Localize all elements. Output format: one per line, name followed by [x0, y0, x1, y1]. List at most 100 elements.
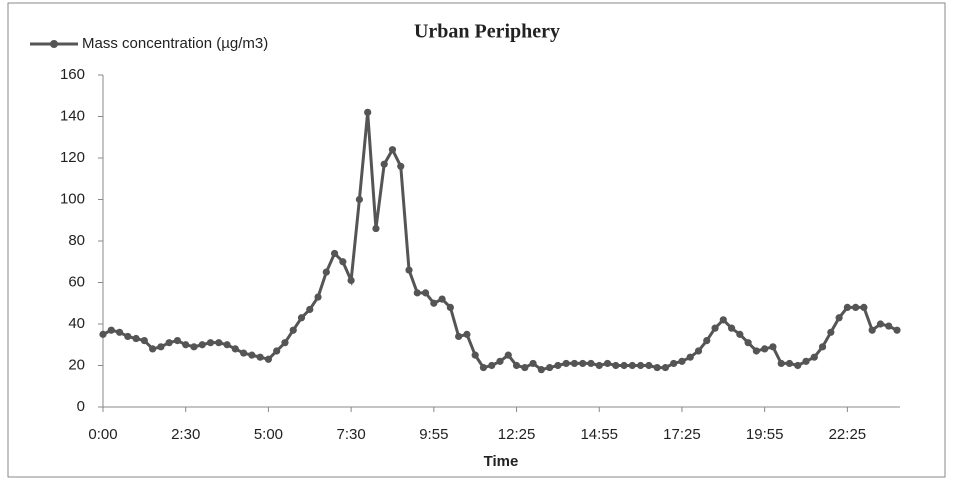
data-point: [810, 353, 818, 361]
data-point: [736, 330, 744, 338]
data-point: [843, 303, 851, 311]
y-tick-label: 80: [68, 232, 85, 249]
data-point: [761, 345, 769, 353]
data-point: [215, 339, 223, 347]
data-point: [620, 361, 628, 370]
data-point: [661, 363, 670, 372]
data-point: [512, 361, 521, 370]
data-point: [876, 320, 885, 328]
y-tick-label: 60: [68, 273, 85, 290]
data-point: [421, 289, 430, 297]
legend-swatch-marker: [50, 40, 58, 48]
data-point: [521, 363, 529, 372]
data-point: [330, 249, 339, 258]
y-tick-label: 120: [60, 149, 85, 166]
data-point: [885, 322, 893, 330]
data-point: [314, 293, 322, 301]
data-point: [165, 339, 173, 347]
x-tick-label: 22:25: [829, 426, 867, 443]
data-point: [562, 359, 570, 368]
data-point: [149, 345, 157, 353]
data-point: [140, 337, 148, 345]
data-point: [256, 353, 264, 361]
data-point: [463, 330, 471, 338]
data-point: [99, 330, 107, 338]
legend-label: Mass concentration (µg/m3): [82, 35, 268, 52]
data-point: [306, 305, 314, 314]
data-point: [355, 195, 363, 204]
y-tick-label: 40: [68, 315, 85, 332]
data-point: [835, 314, 843, 322]
data-point: [223, 341, 231, 349]
data-point: [413, 289, 421, 297]
data-point: [752, 347, 760, 355]
data-point: [554, 361, 562, 370]
data-point: [802, 357, 810, 365]
x-tick-label: 12:25: [498, 426, 536, 443]
data-point: [190, 343, 198, 351]
data-point: [777, 359, 785, 368]
data-point: [107, 326, 115, 334]
data-point: [719, 316, 727, 324]
data-point: [694, 347, 703, 355]
data-point: [157, 343, 165, 351]
x-tick-label: 19:55: [746, 426, 784, 443]
data-point: [479, 363, 488, 372]
data-point: [893, 326, 901, 334]
data-point: [281, 339, 289, 347]
data-point: [653, 363, 661, 372]
data-point: [397, 162, 405, 170]
data-point: [115, 328, 124, 336]
x-axis-title: Time: [484, 453, 519, 470]
data-point: [347, 276, 355, 285]
data-point: [686, 353, 694, 361]
chart-title: Urban Periphery: [414, 21, 560, 43]
y-tick-label: 140: [60, 107, 85, 124]
data-point: [446, 303, 454, 311]
data-point: [455, 332, 463, 341]
data-point: [198, 341, 206, 349]
data-point: [868, 326, 876, 334]
data-point: [645, 361, 653, 370]
data-point: [727, 324, 736, 332]
data-point: [546, 363, 554, 372]
data-point: [504, 351, 512, 359]
data-point: [860, 303, 868, 311]
data-point: [339, 258, 347, 266]
data-point: [240, 349, 248, 357]
data-point: [488, 361, 496, 370]
data-point: [496, 357, 504, 365]
data-point: [124, 332, 132, 341]
data-point: [438, 295, 446, 303]
data-point: [628, 361, 636, 370]
data-point: [231, 345, 239, 353]
data-point: [248, 351, 256, 359]
data-point: [818, 343, 827, 351]
data-point: [587, 359, 595, 368]
data-point: [289, 326, 297, 334]
chart-frame: [7, 2, 946, 478]
data-point: [579, 359, 587, 368]
data-point: [744, 339, 752, 347]
data-point: [612, 361, 620, 370]
x-tick-label: 0:00: [88, 426, 117, 443]
data-point: [678, 357, 686, 365]
data-point: [173, 337, 182, 345]
y-tick-label: 20: [68, 356, 85, 373]
x-tick-label: 9:55: [419, 426, 448, 443]
y-tick-label: 160: [60, 66, 85, 83]
data-point: [637, 361, 645, 370]
data-point: [595, 361, 603, 370]
data-point: [405, 266, 413, 274]
data-point: [388, 146, 397, 154]
x-tick-label: 17:25: [663, 426, 701, 443]
x-tick-label: 14:55: [580, 426, 618, 443]
data-point: [570, 359, 579, 368]
data-point: [827, 328, 835, 336]
data-point: [703, 337, 711, 345]
data-point: [794, 361, 802, 370]
x-tick-label: 5:00: [254, 426, 283, 443]
data-point: [711, 324, 719, 332]
data-point: [264, 355, 273, 363]
